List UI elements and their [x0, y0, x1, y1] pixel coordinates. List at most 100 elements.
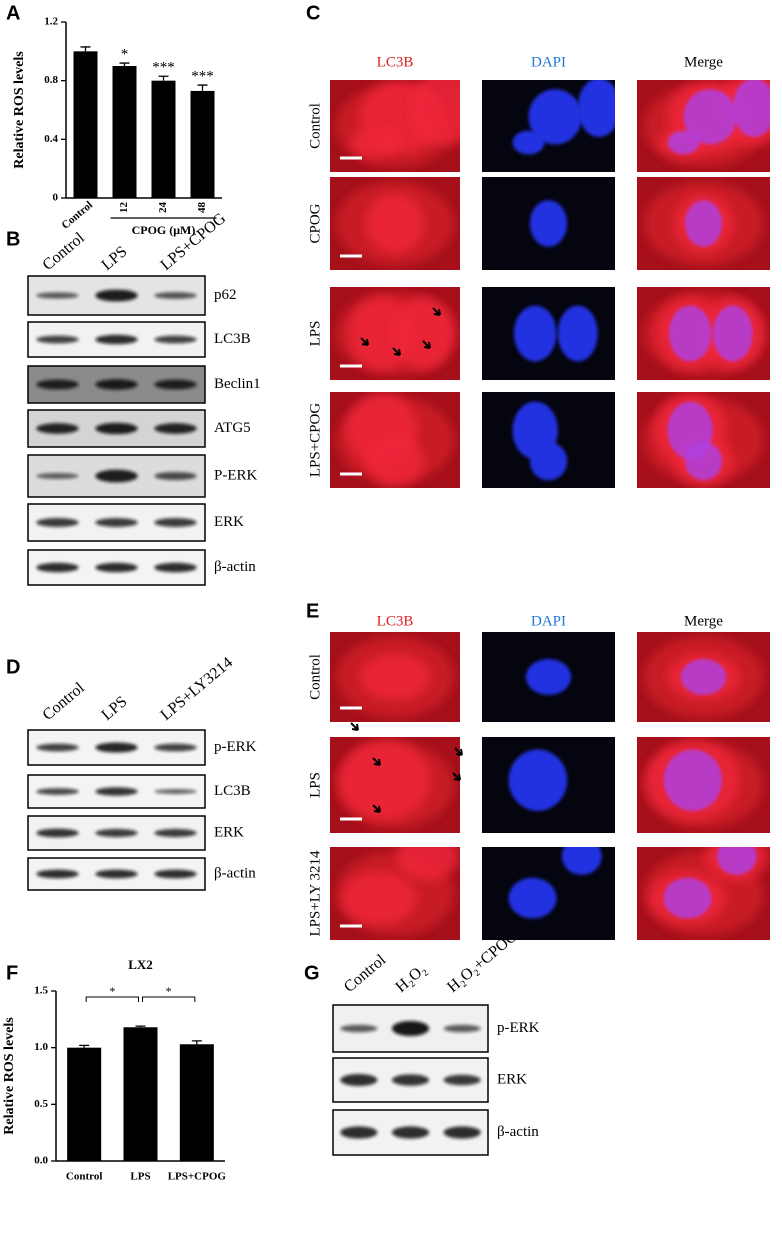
cell-body [365, 193, 425, 254]
panel-label: F [6, 962, 18, 984]
protein-label: LC3B [214, 331, 251, 347]
blot-band [95, 422, 138, 435]
nucleus [557, 305, 598, 362]
lane-label: LPS+CPOG [158, 210, 230, 274]
nucleus [663, 877, 712, 919]
protein-label: Beclin1 [214, 376, 261, 392]
panel-label: C [306, 2, 320, 24]
lane-label: LPS [99, 693, 131, 724]
arrow [372, 757, 381, 766]
blot-band [36, 743, 79, 752]
blot-band [340, 1074, 378, 1086]
significance-bracket [85, 996, 139, 1002]
y-tick-label: 0.4 [44, 133, 58, 145]
micrograph [482, 847, 615, 940]
blot-band [36, 518, 79, 527]
x-tick-label: 48 [196, 202, 208, 214]
condition-label: LPS+LY 3214 [307, 850, 323, 936]
significance: *** [152, 60, 175, 76]
arrow [422, 340, 431, 349]
micrograph [482, 287, 615, 380]
blot-band [36, 379, 79, 390]
micrograph [330, 847, 460, 940]
blot-band [340, 1024, 378, 1033]
arrow [392, 347, 401, 356]
protein-label: β-actin [214, 559, 256, 575]
blot-band [36, 292, 79, 299]
blot-band [95, 742, 138, 753]
blot-band [154, 743, 197, 752]
micrograph [482, 632, 615, 722]
blot-band [95, 787, 138, 796]
panel-label: A [6, 2, 20, 24]
bar [151, 80, 176, 198]
micrograph [637, 80, 770, 172]
micrograph [482, 80, 615, 172]
nucleus [508, 877, 557, 919]
blot-band [36, 788, 79, 795]
micrograph [637, 632, 770, 722]
nucleus [561, 847, 602, 875]
arrow [454, 747, 463, 756]
significance: * [166, 984, 172, 998]
cell-body [350, 127, 401, 159]
blot-band [95, 289, 138, 302]
x-tick-label: 24 [157, 202, 169, 214]
significance-bracket [142, 996, 196, 1002]
micrograph [637, 287, 770, 380]
blot-band [154, 869, 197, 879]
lane-label: Control [341, 951, 390, 996]
lane-label: H₂O₂ [393, 961, 430, 996]
blot-band [154, 423, 197, 434]
blot-band [154, 518, 197, 527]
panel-label: G [304, 962, 320, 984]
blot-band [154, 292, 197, 299]
y-tick-label: 0.8 [44, 74, 58, 86]
condition-label: Control [307, 654, 323, 700]
arrow [350, 722, 359, 731]
blot-band [443, 1024, 481, 1033]
error-bar [158, 75, 169, 81]
channel-label: Merge [684, 54, 723, 70]
nucleus [667, 130, 700, 155]
arrow [360, 337, 369, 346]
arrow [452, 772, 461, 781]
nucleus [712, 305, 753, 362]
nucleus [512, 130, 545, 155]
bar [73, 51, 98, 199]
protein-label: ERK [214, 514, 244, 530]
blot-band [391, 1126, 430, 1139]
significance: * [109, 984, 115, 998]
cell-body [396, 847, 459, 881]
channel-label: LC3B [377, 54, 414, 70]
y-tick-label: 1.2 [44, 16, 58, 28]
blot-band [95, 518, 138, 527]
y-tick-label: 1.0 [34, 1041, 48, 1053]
significance: *** [191, 69, 214, 85]
x-tick-label: LPS [130, 1171, 150, 1183]
blot-band [154, 335, 197, 344]
blot-band [36, 335, 79, 344]
group-label: CPOG (μM) [132, 223, 196, 237]
blot-band [154, 562, 197, 573]
y-axis-label: Relative ROS levels [12, 51, 27, 169]
protein-label: p-ERK [497, 1020, 540, 1036]
error-bar [79, 1044, 90, 1048]
micrograph [637, 392, 770, 488]
blot-band [391, 1020, 430, 1037]
cell-body [341, 871, 417, 925]
blot-band [95, 469, 138, 483]
blot-band [95, 379, 138, 390]
x-tick-label: 12 [118, 202, 130, 214]
nucleus [529, 441, 568, 481]
blot-band [95, 562, 138, 573]
nucleus [684, 441, 723, 481]
blot-band [36, 828, 79, 838]
blot-band [443, 1074, 481, 1086]
protein-label: P-ERK [214, 467, 258, 483]
error-bar [80, 46, 91, 52]
nucleus [668, 305, 712, 362]
protein-label: β-actin [214, 865, 256, 881]
y-tick-label: 0.5 [34, 1098, 48, 1110]
